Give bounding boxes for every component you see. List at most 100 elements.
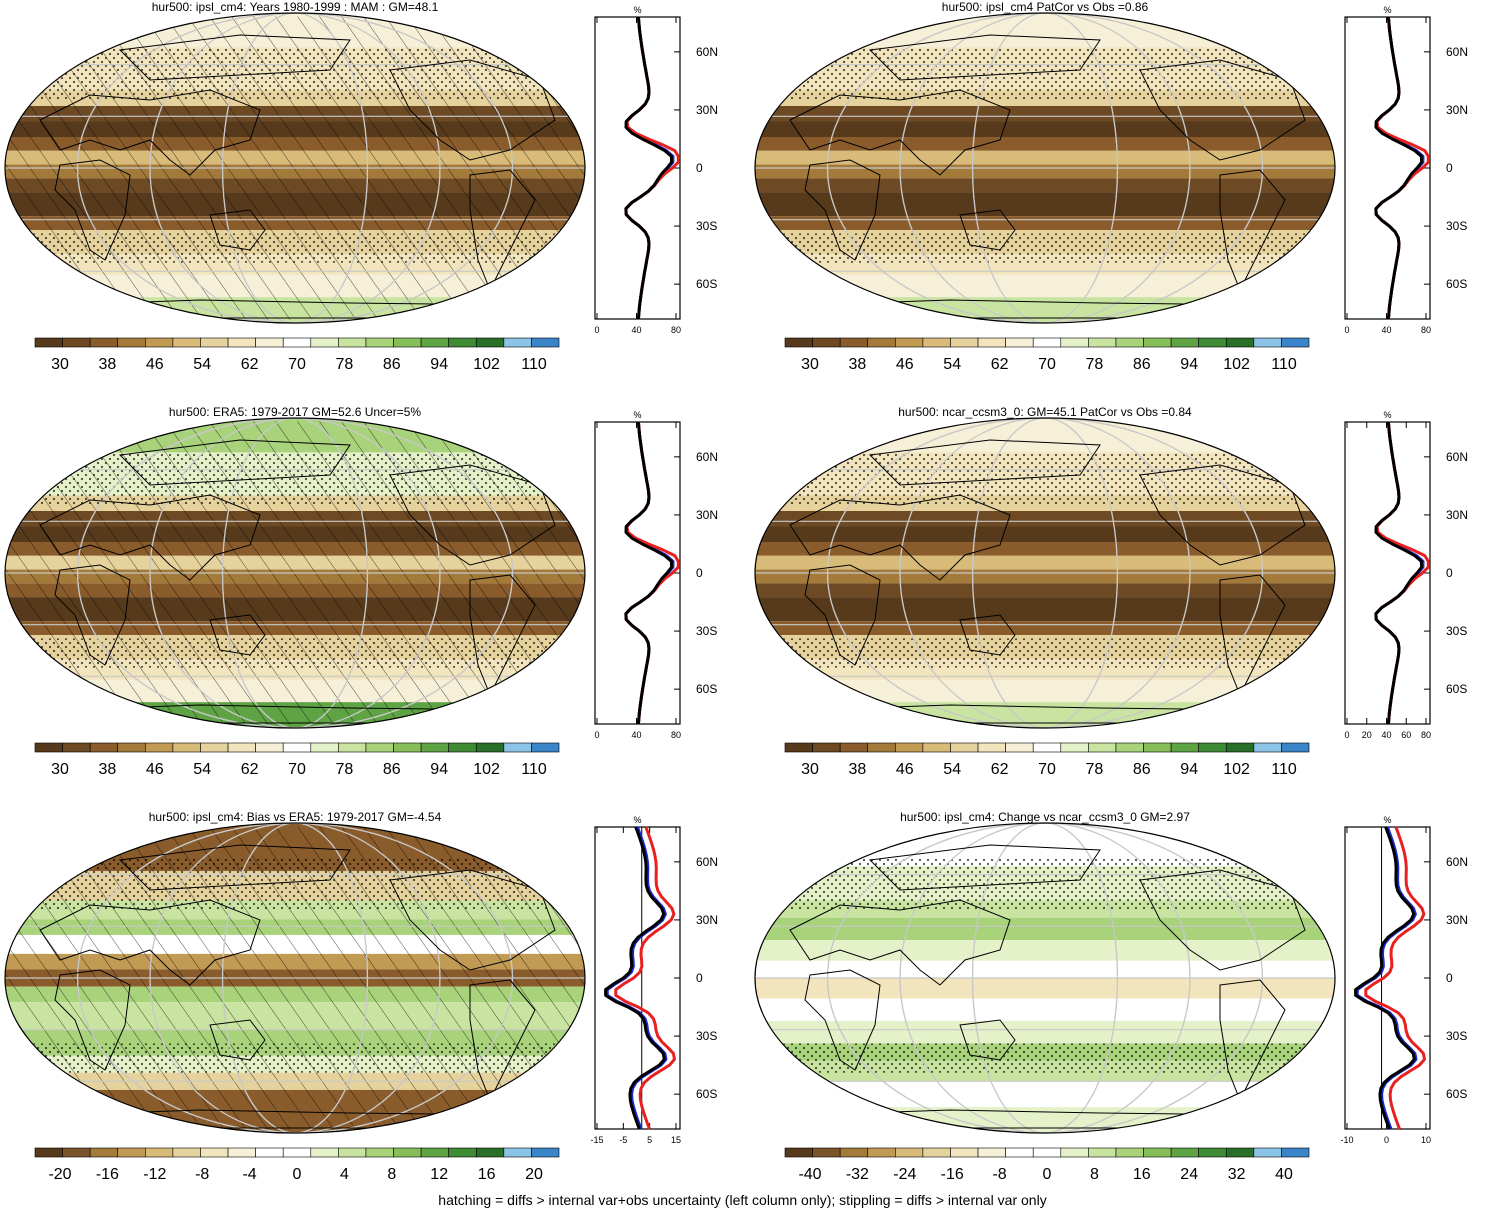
profile-x-label: 15: [671, 1135, 681, 1145]
meridian-line: [76, 823, 514, 1133]
coastline: [959, 614, 1016, 656]
colorbar-label: 30: [51, 761, 69, 778]
colorbar-swatch: [1170, 337, 1199, 348]
coastline: [804, 969, 881, 1071]
colorbar: 30 38 46 54 62 70 78 86 94 102 110: [784, 337, 1310, 373]
colorbar-swatch: [1198, 337, 1227, 348]
colorbar-swatch: [310, 337, 339, 348]
colorbar-swatch: [895, 1147, 924, 1158]
profile-x-label: 80: [1421, 730, 1431, 740]
colorbar-swatch: [255, 742, 284, 753]
colorbar-swatch: [475, 742, 505, 753]
profile-x-label: 0: [1344, 325, 1349, 335]
profile-lat-label: 0: [696, 161, 703, 175]
colorbar-swatch: [227, 1147, 256, 1158]
colorbar-swatch: [1170, 1147, 1199, 1158]
colorbar-swatch: [1198, 1147, 1227, 1158]
colorbar-label: 102: [1223, 356, 1250, 373]
colorbar-label: 110: [521, 356, 547, 373]
profile-lat-label: 60N: [1446, 45, 1468, 59]
profile-lat-label: 30S: [696, 1029, 717, 1043]
colorbar-swatch: [839, 1147, 869, 1158]
colorbar-swatch: [1143, 1147, 1172, 1158]
colorbar-label: 38: [849, 356, 867, 373]
colorbar-label: 70: [288, 356, 306, 373]
colorbar-swatch: [1115, 742, 1144, 753]
profile-lat-label: 0: [696, 566, 703, 580]
colorbar-swatch: [420, 337, 449, 348]
profile-x-label: 0: [1344, 730, 1349, 740]
colorbar-swatch: [34, 742, 63, 753]
coastline: [789, 494, 1011, 581]
colorbar-label: 54: [193, 356, 211, 373]
colorbar-label: 12: [430, 1166, 448, 1183]
profile-curve-reference: [624, 16, 674, 320]
figure-footnote: hatching = diffs > internal var+obs unce…: [438, 1192, 1047, 1208]
field-band: [755, 192, 1335, 217]
coastline: [39, 89, 261, 176]
profile-lat-label: 0: [696, 971, 703, 985]
colorbar-swatch: [393, 742, 422, 753]
stipple-overlay: [755, 857, 1335, 910]
profile-x-label: 40: [1381, 325, 1391, 335]
profile-curve-reference: [604, 826, 666, 1130]
colorbar-swatch: [1032, 742, 1062, 753]
colorbar-swatch: [1281, 1147, 1310, 1158]
meridian-line: [899, 823, 1191, 1133]
coastline: [389, 59, 556, 161]
colorbar-swatch: [227, 337, 256, 348]
colorbar-swatch: [1225, 742, 1255, 753]
colorbar-label: 62: [991, 761, 1009, 778]
field-band: [755, 1107, 1335, 1133]
colorbar-swatch: [227, 742, 256, 753]
colorbar-label: 94: [1180, 761, 1198, 778]
colorbar-swatch: [812, 337, 841, 348]
panel-figure: % 60N 30N 0 30S 60S 0 20 40 60 80 30 38 46 54 62 70 78 86 9…: [754, 410, 1468, 778]
colorbar-swatch: [117, 1147, 146, 1158]
colorbar-swatch: [1032, 1147, 1062, 1158]
colorbar-label: 102: [473, 356, 500, 373]
stipple-overlay: [5, 452, 585, 505]
profile-unit: %: [1383, 410, 1391, 420]
colorbar-swatch: [310, 742, 339, 753]
profile-lat-label: 60N: [696, 855, 718, 869]
profile-lat-label: 60S: [1446, 682, 1467, 696]
colorbar-swatch: [1225, 1147, 1255, 1158]
colorbar-swatch: [895, 742, 924, 753]
zonal-mean-profile: % 60N 30N 0 30S 60S -10 0 10: [1340, 815, 1468, 1145]
profile-x-label: 80: [671, 730, 681, 740]
coastline: [118, 439, 351, 486]
colorbar-swatch: [448, 337, 477, 348]
coastline: [1139, 869, 1306, 971]
meridian-line: [76, 13, 514, 323]
colorbar-swatch: [503, 1147, 532, 1158]
colorbar-label: 110: [1271, 356, 1297, 373]
colorbar-label: 32: [1228, 1166, 1246, 1183]
coastline: [469, 979, 536, 1102]
colorbar-label: 38: [99, 356, 117, 373]
map-boundary: [4, 12, 586, 324]
coastline: [1219, 574, 1286, 697]
profile-lat-label: 30S: [1446, 219, 1467, 233]
profile-x-label: 10: [1421, 1135, 1431, 1145]
colorbar-swatch: [895, 337, 924, 348]
coastline: [868, 439, 1101, 486]
colorbar-label: -16: [96, 1166, 119, 1183]
colorbar-swatch: [393, 337, 422, 348]
coastline: [54, 159, 131, 261]
profile-unit: %: [633, 410, 641, 420]
profile-lat-label: 0: [1446, 566, 1453, 580]
stipple-overlay: [755, 233, 1335, 263]
panel-title: hur500: ipsl_cm4: Years 1980-1999 : MAM …: [151, 0, 439, 14]
colorbar-swatch: [338, 1147, 367, 1158]
colorbar-swatch: [62, 337, 91, 348]
meridian-line: [826, 823, 1264, 1133]
panel-title: hur500: ncar_ccsm3_0: GM=45.1 PatCor vs …: [898, 405, 1192, 419]
colorbar-label: 94: [1180, 356, 1198, 373]
colorbar-label: -40: [798, 1166, 821, 1183]
colorbar: 30 38 46 54 62 70 78 86 94 102 110: [784, 742, 1310, 778]
colorbar-swatch: [503, 742, 532, 753]
colorbar-swatch: [1198, 742, 1227, 753]
colorbar-swatch: [867, 742, 896, 753]
colorbar-swatch: [950, 1147, 979, 1158]
